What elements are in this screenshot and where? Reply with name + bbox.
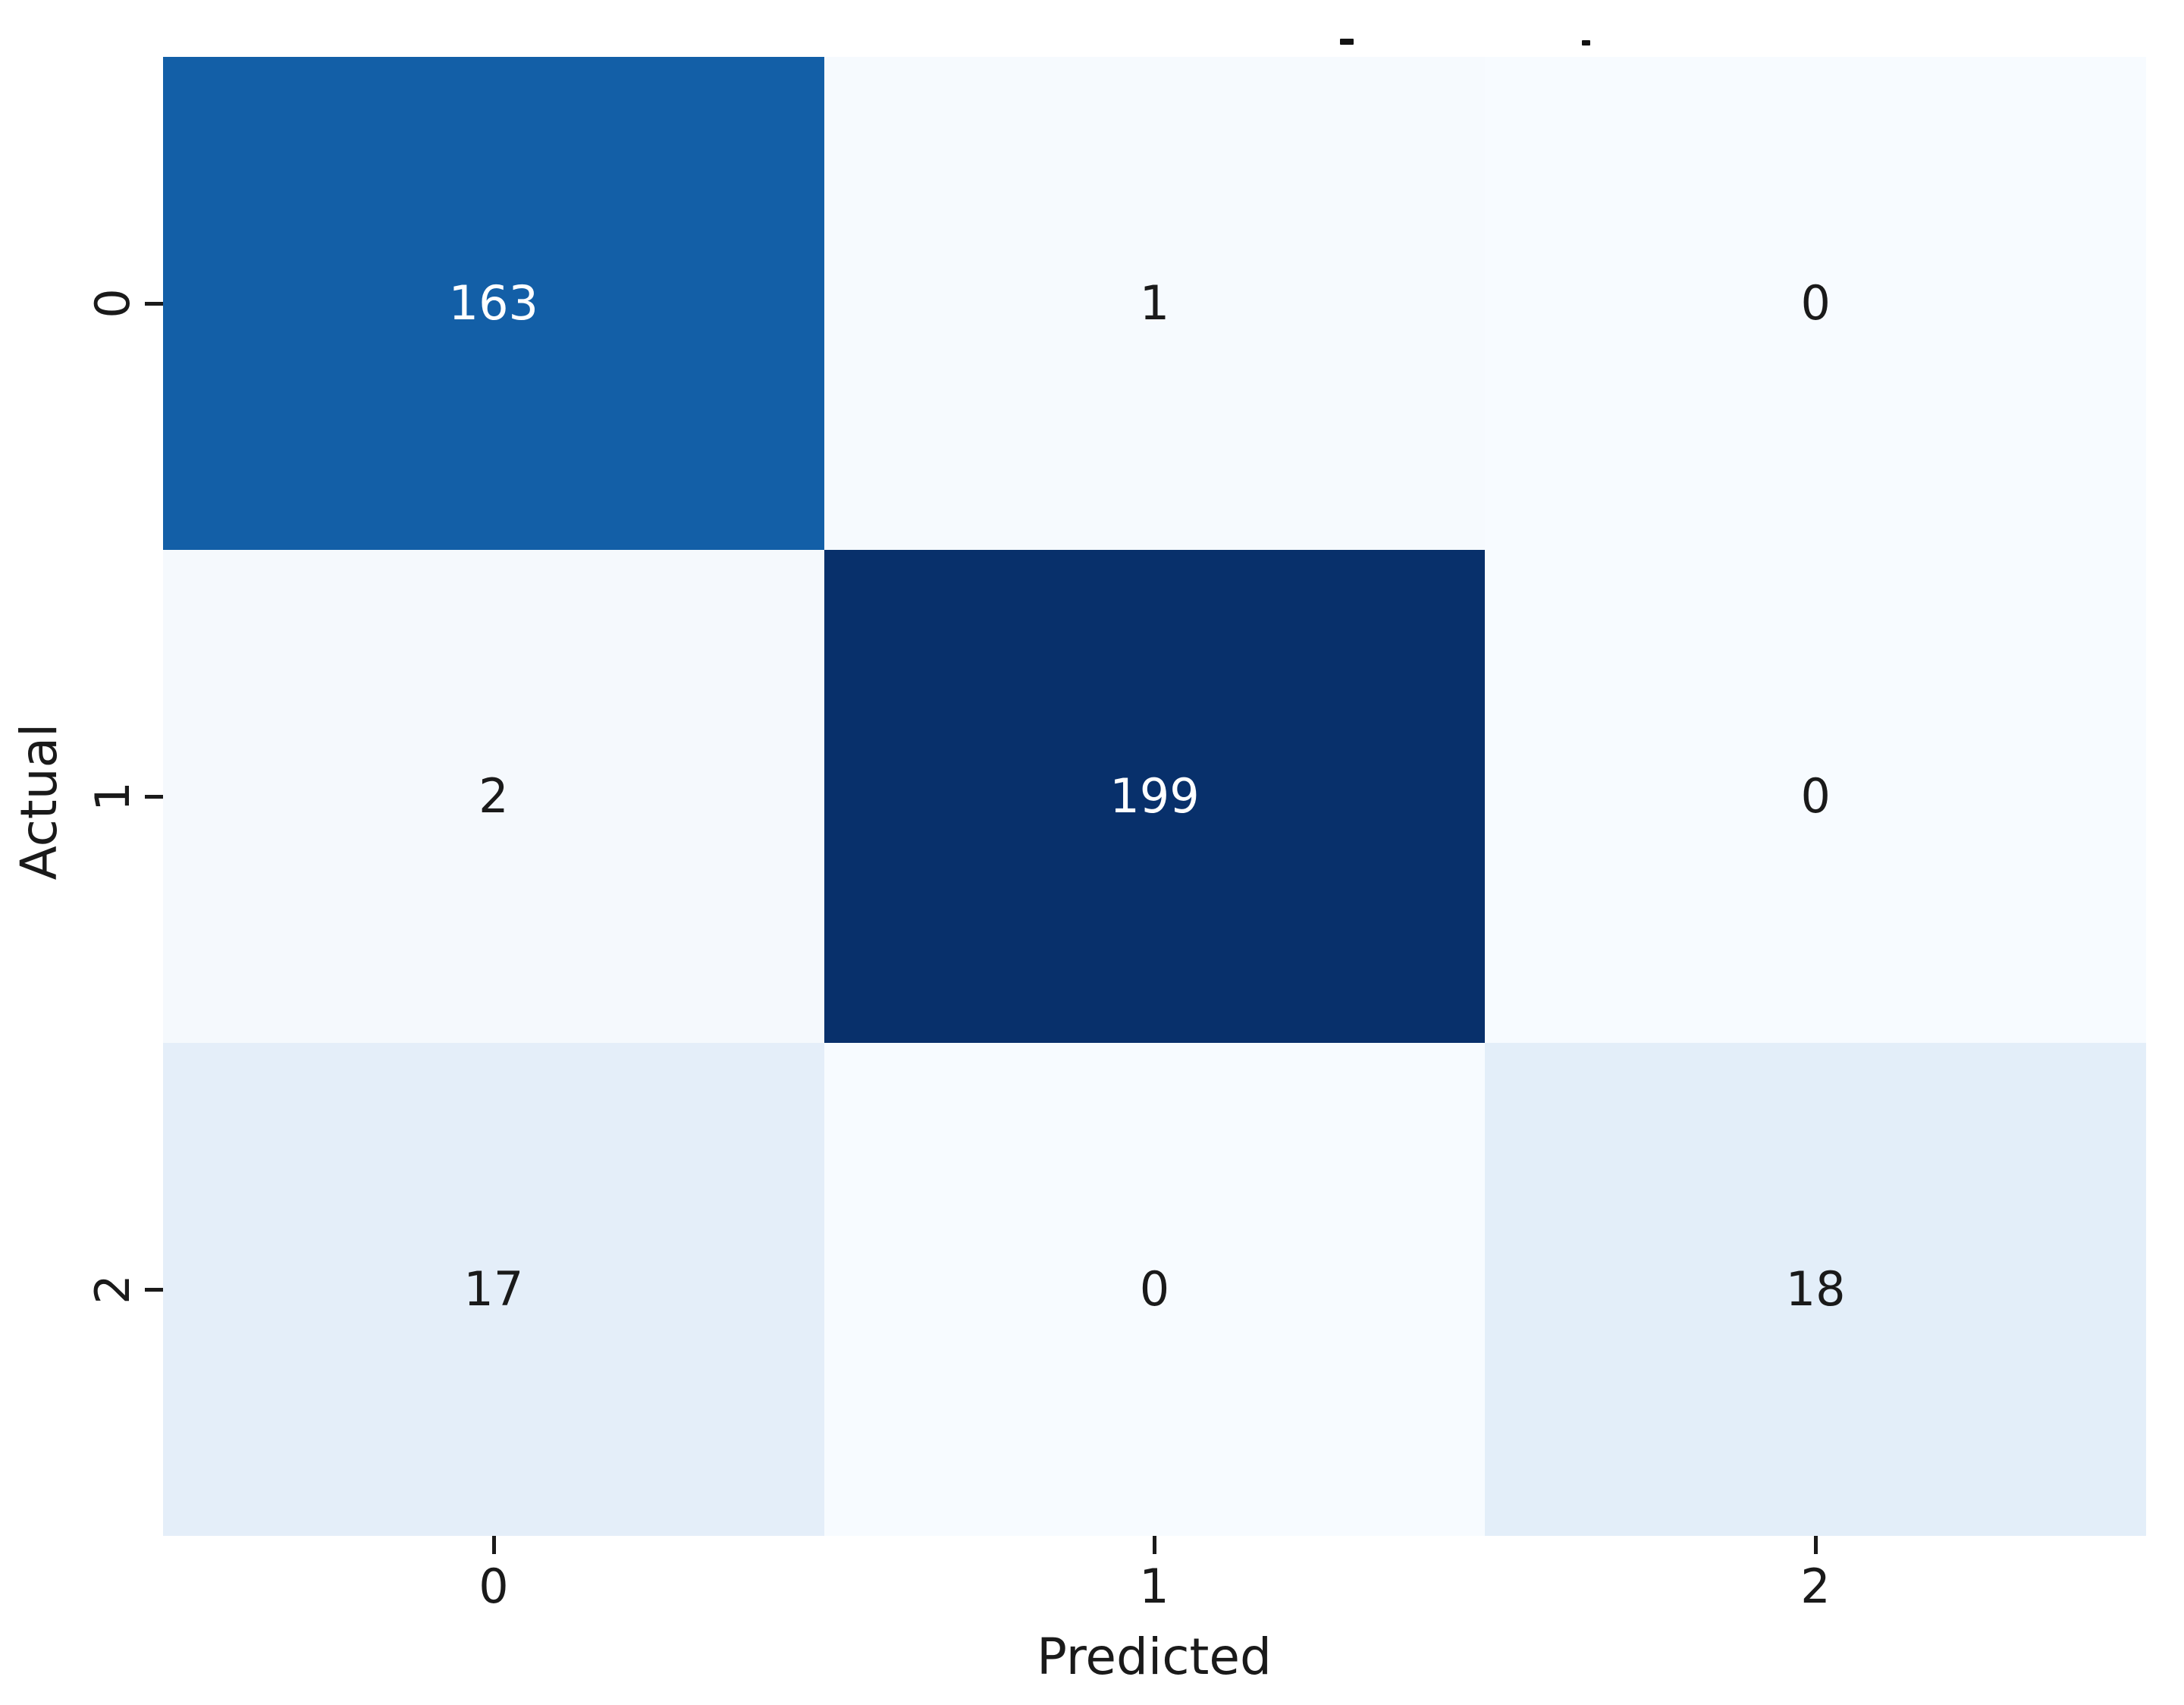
clipped-title-fragment [1340,39,1354,45]
x-axis-label: Predicted [1037,1628,1272,1686]
x-tick-label-2: 2 [1800,1559,1831,1614]
x-tick-mark-0 [492,1536,496,1554]
y-tick-mark-1 [145,795,163,799]
matrix-cell-r2c1: 0 [824,1043,1486,1536]
y-tick-label-2: 2 [85,1274,140,1305]
clipped-title-fragment [1582,40,1590,46]
x-tick-mark-1 [1153,1536,1156,1554]
x-tick-mark-2 [1814,1536,1818,1554]
matrix-cell-r0c0: 163 [163,57,824,550]
matrix-cell-r1c0: 2 [163,550,824,1043]
matrix-cell-r1c2: 0 [1485,550,2146,1043]
matrix-cell-r0c2: 0 [1485,57,2146,550]
y-tick-mark-0 [145,302,163,306]
y-tick-mark-2 [145,1288,163,1292]
matrix-cell-r2c2: 18 [1485,1043,2146,1536]
x-tick-label-0: 0 [479,1559,509,1614]
y-tick-label-1: 1 [85,781,140,812]
y-axis-label: Actual [10,723,68,881]
matrix-cell-r1c1: 199 [824,550,1486,1043]
x-tick-label-1: 1 [1139,1559,1169,1614]
matrix-cell-r0c1: 1 [824,57,1486,550]
matrix-cell-r2c0: 17 [163,1043,824,1536]
y-tick-label-0: 0 [85,288,140,319]
heatmap-grid: 163 1 0 2 199 0 17 0 18 [163,57,2146,1536]
